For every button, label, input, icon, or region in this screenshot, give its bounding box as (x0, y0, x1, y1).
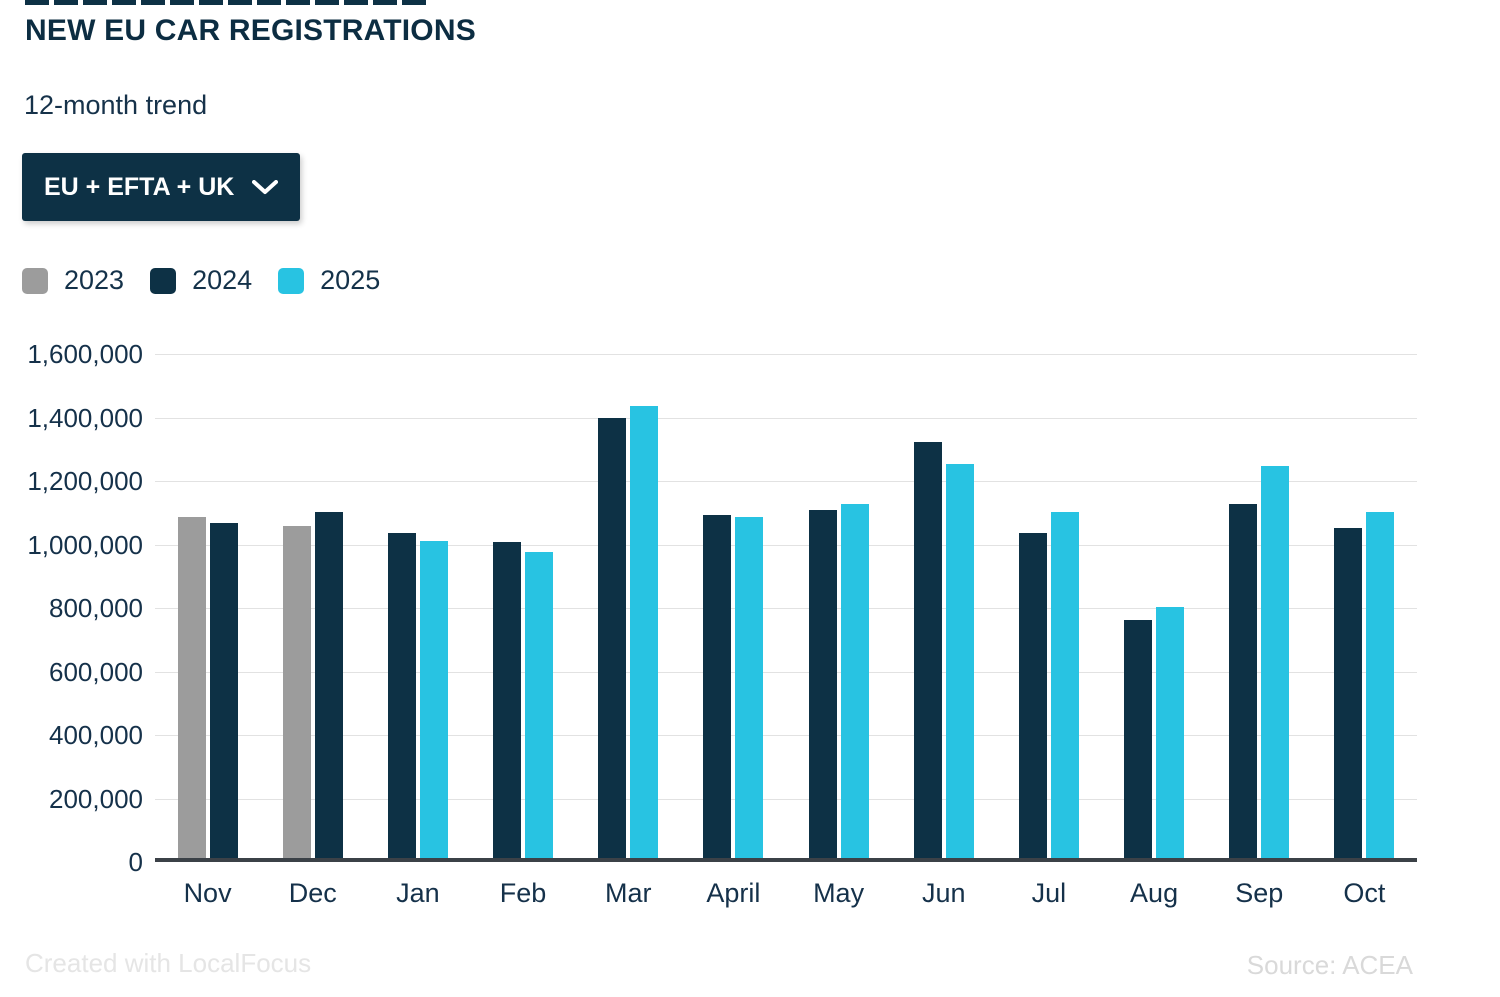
bar-group-Sep (1207, 354, 1312, 858)
plot-area (155, 354, 1417, 862)
chart-legend: 2023 2024 2025 (22, 265, 380, 296)
x-axis-label-Feb: Feb (499, 878, 547, 908)
gridline (155, 417, 1417, 419)
x-axis-label-April: April (706, 878, 761, 908)
bar-group-May (786, 354, 891, 858)
bar-April-2025 (735, 516, 764, 858)
bar-group-Jul (996, 354, 1101, 858)
y-axis-tick-label: 1,000,000 (27, 529, 143, 560)
bar-group-April (681, 354, 786, 858)
bar-Nov-2023 (177, 516, 206, 858)
bar-Mar-2025 (630, 405, 659, 858)
y-axis-tick-label: 1,200,000 (27, 466, 143, 496)
bar-May-2025 (840, 504, 869, 858)
bar-group-Dec (260, 354, 365, 858)
page-title: NEW EU CAR REGISTRATIONS (25, 14, 476, 47)
bar-Aug-2025 (1156, 607, 1185, 858)
legend-item-2023: 2023 (22, 265, 124, 296)
chart-subtitle: 12-month trend (24, 90, 208, 120)
x-axis-label-May: May (813, 878, 865, 908)
gridline (155, 798, 1417, 800)
x-axis-label-Dec: Dec (288, 878, 337, 908)
region-dropdown-value: EU + EFTA + UK (44, 172, 235, 201)
legend-label: 2023 (64, 265, 125, 295)
legend-label: 2024 (192, 265, 253, 295)
bar-group-Mar (576, 354, 681, 858)
legend-item-2024: 2024 (150, 265, 252, 296)
bars-container (155, 354, 1417, 858)
bar-Jun-2025 (945, 464, 974, 858)
x-axis-label-Mar: Mar (604, 878, 652, 908)
bar-Mar-2024 (598, 418, 627, 858)
x-axis: Nov Dec Jan Feb Mar April May Jun Jul Aug Sep Oct (155, 878, 1417, 909)
gridline (155, 481, 1417, 482)
gridline (155, 608, 1417, 609)
legend-swatch-2025 (278, 267, 305, 294)
y-axis-tick-label: 600,000 (49, 656, 143, 687)
bar-group-Nov (155, 354, 260, 858)
x-axis-label-Nov: Nov (183, 878, 232, 908)
bar-Jan-2024 (387, 532, 416, 858)
bar-Sep-2025 (1261, 465, 1290, 858)
bar-May-2024 (808, 510, 837, 858)
x-axis-label-Jan: Jan (396, 878, 440, 908)
bar-April-2024 (703, 515, 732, 858)
bar-group-Aug (1101, 354, 1206, 858)
bar-Feb-2025 (525, 551, 554, 858)
bar-Jan-2025 (419, 540, 448, 858)
cropped-header-remnant (25, 0, 431, 5)
bar-Feb-2024 (493, 542, 522, 858)
bar-Aug-2024 (1124, 619, 1153, 858)
x-axis-label-Sep: Sep (1235, 878, 1284, 908)
gridline (155, 671, 1417, 673)
y-axis-tick-label: 1,400,000 (27, 402, 143, 433)
y-axis-tick-label: 800,000 (49, 593, 143, 623)
legend-swatch-2023 (22, 267, 48, 294)
legend-label: 2025 (320, 265, 381, 295)
bar-group-Jan (365, 354, 470, 858)
x-axis-label-Aug: Aug (1130, 878, 1179, 908)
y-axis-tick-label: 200,000 (49, 783, 143, 814)
bar-Oct-2025 (1366, 511, 1395, 858)
bar-group-Jun (891, 354, 996, 858)
bar-Sep-2024 (1229, 504, 1258, 858)
region-dropdown[interactable]: EU + EFTA + UK (22, 153, 301, 221)
bar-Nov-2024 (209, 523, 238, 858)
y-axis-tick-label: 400,000 (49, 720, 143, 750)
bar-Jul-2024 (1018, 532, 1047, 858)
x-axis-label-Oct: Oct (1343, 878, 1386, 908)
gridline (155, 544, 1417, 546)
bar-group-Feb (470, 354, 575, 858)
bar-Jul-2025 (1050, 511, 1079, 858)
bar-group-Oct (1312, 354, 1417, 858)
gridline (155, 354, 1417, 355)
bar-Oct-2024 (1334, 527, 1363, 858)
x-axis-label-Jun: Jun (921, 878, 966, 908)
bar-Dec-2024 (314, 511, 343, 858)
y-axis-tick-label: 0 (128, 847, 143, 877)
legend-item-2025: 2025 (278, 265, 380, 296)
source-attribution: Source: ACEA (1246, 950, 1413, 980)
localfocus-credit-link[interactable]: Created with LocalFocus (25, 948, 312, 978)
chevron-down-icon (252, 179, 279, 195)
legend-swatch-2024 (150, 267, 177, 294)
x-axis-label-Jul: Jul (1031, 878, 1067, 908)
bar-Dec-2023 (282, 526, 311, 858)
y-axis-tick-label: 1,600,000 (27, 339, 143, 369)
bar-Jun-2024 (913, 442, 942, 858)
gridline (155, 735, 1417, 736)
